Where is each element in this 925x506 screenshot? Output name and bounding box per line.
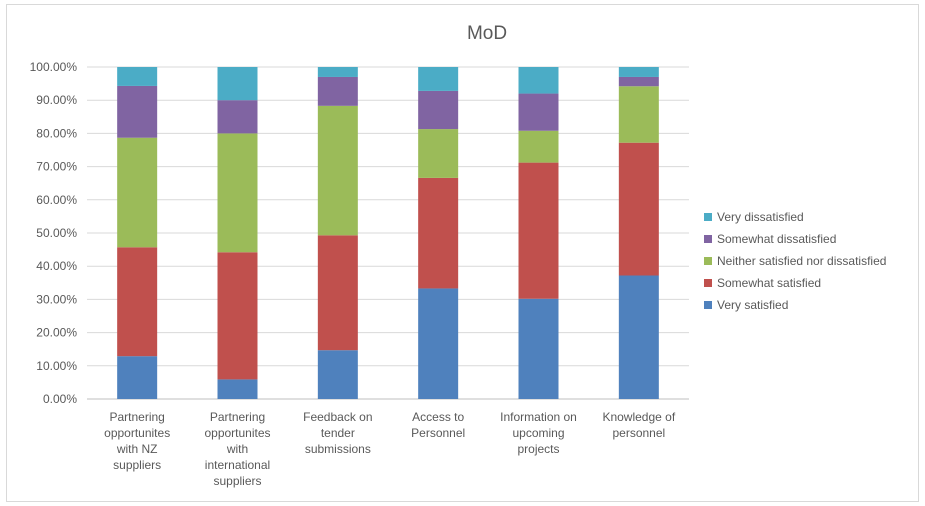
bar-segment [618,142,659,276]
legend-swatch [704,301,712,309]
x-category-label: Partnering opportunites with international s… [204,410,270,488]
stacked-bar-chart: MoD 0.00% 10.00% 20.00% 30.00% 40.00% 50.00% 6… [30,23,887,488]
legend-label: Neither satisfied nor dissatisfied [717,254,886,268]
bar-segment [518,162,559,299]
bar-segment [117,85,158,138]
bar-segment [418,67,459,91]
bar-segment [117,67,158,86]
bar-segment [618,86,659,143]
legend-label: Very dissatisfied [717,210,804,224]
legend-label: Somewhat satisfied [717,276,821,290]
bar-segment [217,67,258,101]
y-tick-label: 70.00% [36,160,77,174]
bar-segment [518,93,559,131]
y-tick-label: 50.00% [36,226,77,240]
bar-segment [117,137,158,248]
bar-segment [117,356,158,399]
y-tick-label: 20.00% [36,326,77,340]
y-tick-label: 100.00% [30,60,78,74]
y-tick-label: 60.00% [36,193,77,207]
chart-title: MoD [467,23,507,44]
bar-segment [317,67,358,77]
y-tick-label: 90.00% [36,93,77,107]
x-category-label: Access to Personnel [411,410,465,440]
x-axis: Partnering opportunites with NZ suppliers Pa… [104,410,676,488]
bar-segment [518,67,559,94]
y-tick-label: 80.00% [36,126,77,140]
bar-segment [518,298,559,399]
legend-swatch [704,279,712,287]
y-tick-label: 10.00% [36,359,77,373]
bar-segment [117,247,158,357]
bar-segment [217,133,258,253]
bars [117,67,659,399]
y-tick-label: 40.00% [36,259,77,273]
legend-label: Somewhat dissatisfied [717,232,836,246]
gridlines [87,66,689,400]
bar-segment [317,350,358,399]
bar-segment [418,90,459,130]
legend-swatch [704,235,712,243]
bar-segment [317,105,358,236]
legend-swatch [704,257,712,265]
bar-segment [418,177,459,289]
x-category-label: Partnering opportunites with NZ suppliers [104,410,170,472]
y-axis: 0.00% 10.00% 20.00% 30.00% 40.00% 50.00% 60.00… [30,60,78,406]
x-category-label: Feedback on tender submissions [303,410,372,456]
bar-segment [618,76,659,87]
y-tick-label: 30.00% [36,292,77,306]
bar-segment [618,67,659,77]
bar-segment [317,235,358,351]
y-tick-label: 0.00% [43,392,77,406]
legend-swatch [704,213,712,221]
legend-label: Very satisfied [717,298,788,312]
bar-segment [217,100,258,134]
legend: Very dissatisfied Somewhat dissatisfied Ne… [704,210,886,312]
chart-frame: MoD 0.00% 10.00% 20.00% 30.00% 40.00% 50.00% 6… [6,4,919,502]
bar-segment [217,252,258,380]
bar-segment [518,130,559,163]
bar-segment [217,379,258,399]
bar-segment [618,275,659,399]
x-category-label: Information on upcoming projects [500,410,577,456]
bar-segment [418,288,459,399]
bar-segment [418,129,459,178]
bar-segment [317,76,358,106]
x-category-label: Knowledge of personnel [602,410,675,440]
